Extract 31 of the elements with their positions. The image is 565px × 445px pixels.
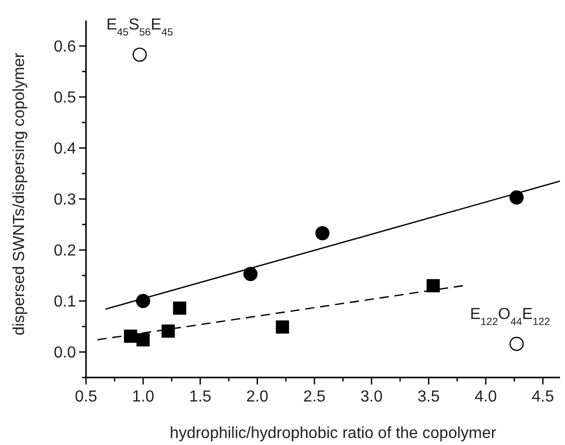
x-tick-label: 1.0 (132, 388, 154, 406)
point (132, 48, 147, 62)
x-tick-label: 0.5 (74, 388, 98, 406)
point (276, 320, 290, 334)
y-tick-label: 0.4 (54, 140, 76, 158)
point (315, 226, 330, 240)
x-tick-label: 3.5 (418, 388, 440, 406)
y-tick-label: 0.2 (54, 242, 76, 260)
y-tick-label: 0.6 (54, 38, 76, 56)
point (162, 324, 175, 338)
x-tick-label: 3.0 (360, 388, 383, 406)
point (136, 333, 150, 346)
annotation: E$_{122}$O$_{44}$E$_{122}$ (470, 306, 550, 328)
x-axis-title: hydrophilic/hydrophobic ratio of the copolymer (170, 425, 497, 442)
x-tick-label: 4.5 (532, 388, 554, 406)
x-tick-label: 2.5 (303, 388, 326, 406)
y-axis-title: dispersed SWNTs/dispersing copolymer (11, 52, 28, 336)
y-tick-label: 0.1 (54, 294, 76, 310)
point (173, 302, 186, 315)
x-tick-label: 1.5 (189, 388, 212, 406)
point (243, 266, 258, 282)
point (510, 190, 524, 205)
y-tick-label: 0.0 (54, 344, 76, 362)
x-tick-label: 2.0 (246, 388, 269, 406)
point (510, 336, 524, 351)
point (124, 330, 138, 343)
y-tick-label: 0.5 (54, 90, 76, 106)
annotation: E$_{45}$S$_{56}$E$_{45}$ (106, 16, 174, 38)
point (426, 279, 440, 292)
y-tick-label: 0.3 (54, 192, 76, 208)
x-tick-label: 4.0 (474, 388, 497, 406)
